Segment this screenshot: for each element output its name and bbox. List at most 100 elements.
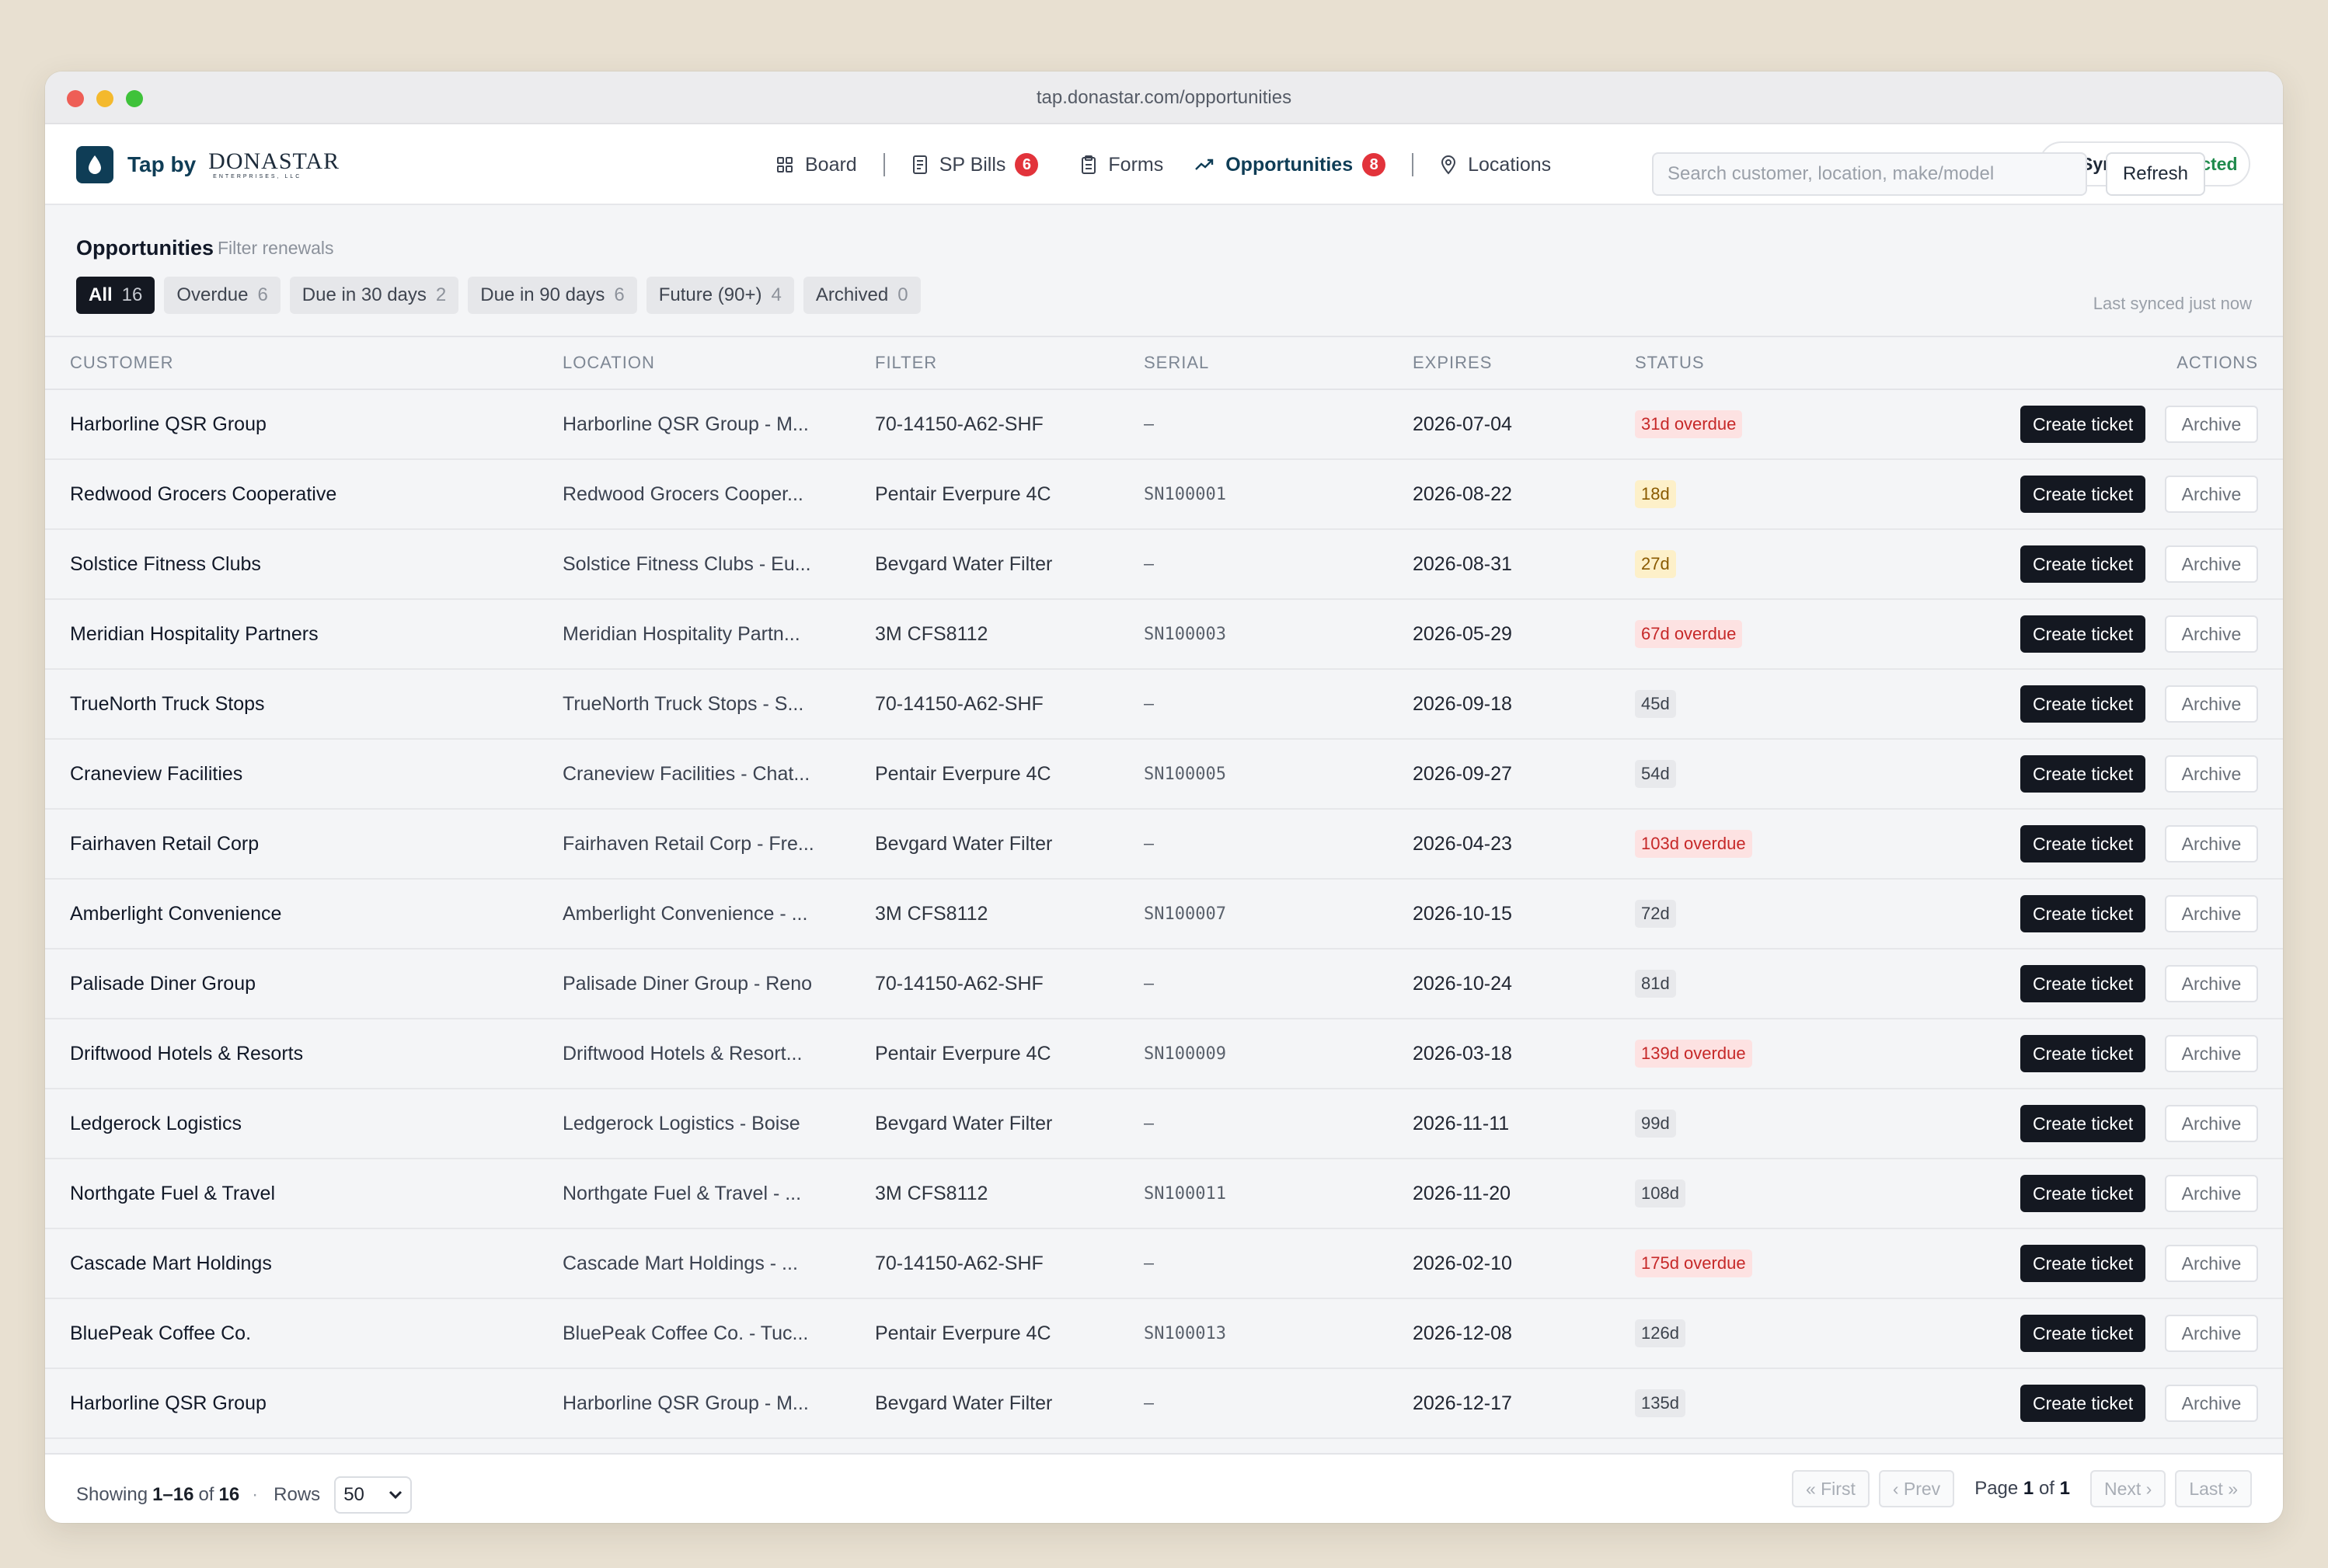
archive-button[interactable]: Archive xyxy=(2165,1245,2258,1282)
archive-button[interactable]: Archive xyxy=(2165,1175,2258,1212)
nav-sp-bills[interactable]: SP Bills 6 xyxy=(896,145,1054,185)
archive-button[interactable]: Archive xyxy=(2165,1385,2258,1422)
expires-cell: 2026-12-08 xyxy=(1413,1322,1512,1344)
nav-badge: 8 xyxy=(1362,153,1386,176)
archive-button[interactable]: Archive xyxy=(2165,825,2258,862)
tab-archived[interactable]: Archived 0 xyxy=(803,277,921,314)
address-bar[interactable]: tap.donastar.com/opportunities xyxy=(1036,87,1292,108)
table-row[interactable]: Driftwood Hotels & Resorts Driftwood Hote… xyxy=(45,1019,2283,1089)
create-ticket-button[interactable]: Create ticket xyxy=(2020,545,2146,583)
create-ticket-button[interactable]: Create ticket xyxy=(2020,895,2146,932)
archive-button[interactable]: Archive xyxy=(2165,1105,2258,1142)
create-ticket-button[interactable]: Create ticket xyxy=(2020,825,2146,862)
tab-due-in-30-days[interactable]: Due in 30 days 2 xyxy=(289,277,459,314)
create-ticket-button[interactable]: Create ticket xyxy=(2020,406,2146,443)
table-row[interactable]: Amberlight Convenience Amberlight Conveni… xyxy=(45,880,2283,950)
customer-cell: Harborline QSR Group xyxy=(70,413,267,435)
first-page-button[interactable]: « First xyxy=(1791,1470,1870,1507)
archive-button[interactable]: Archive xyxy=(2165,965,2258,1002)
filter-cell: Bevgard Water Filter xyxy=(875,552,1053,575)
serial-cell: SN100005 xyxy=(1144,764,1226,784)
nav-forms[interactable]: Forms xyxy=(1065,145,1179,185)
create-ticket-button[interactable]: Create ticket xyxy=(2020,755,2146,793)
create-ticket-button[interactable]: Create ticket xyxy=(2020,1175,2146,1212)
pin-icon xyxy=(1441,155,1456,175)
status-cell: 139d overdue xyxy=(1635,1019,1752,1088)
column-header-customer[interactable]: CUSTOMER xyxy=(70,353,174,372)
table-row[interactable]: BluePeak Coffee Co. BluePeak Coffee Co. -… xyxy=(45,1299,2283,1369)
tab-overdue[interactable]: Overdue 6 xyxy=(164,277,281,314)
grid-icon xyxy=(777,157,793,172)
expires-cell: 2026-02-10 xyxy=(1413,1252,1512,1274)
table-row[interactable]: Solstice Fitness Clubs Solstice Fitness C… xyxy=(45,530,2283,600)
column-header-filter[interactable]: FILTER xyxy=(875,353,938,372)
column-header-location[interactable]: LOCATION xyxy=(563,353,655,372)
archive-button[interactable]: Archive xyxy=(2165,476,2258,513)
table-row[interactable]: Harborline QSR Group Harborline QSR Group… xyxy=(45,1369,2283,1439)
table-row[interactable]: Harborline QSR Group Harborline QSR Group… xyxy=(45,390,2283,460)
nav-label: Opportunities xyxy=(1225,153,1354,176)
maximize-window-button[interactable] xyxy=(126,90,143,107)
archive-button[interactable]: Archive xyxy=(2165,755,2258,793)
rows-per-page-select[interactable]: 50 xyxy=(334,1476,413,1514)
filter-cell: Pentair Everpure 4C xyxy=(875,483,1051,505)
next-page-button[interactable]: Next › xyxy=(2090,1470,2166,1507)
table-row[interactable]: TrueNorth Truck Stops TrueNorth Truck Sto… xyxy=(45,670,2283,740)
create-ticket-button[interactable]: Create ticket xyxy=(2020,615,2146,653)
prev-page-button[interactable]: ‹ Prev xyxy=(1878,1470,1955,1507)
status-badge: 18d xyxy=(1635,480,1676,508)
create-ticket-button[interactable]: Create ticket xyxy=(2020,965,2146,1002)
refresh-button[interactable]: Refresh xyxy=(2106,152,2205,196)
customer-cell: Redwood Grocers Cooperative xyxy=(70,483,337,505)
archive-button[interactable]: Archive xyxy=(2165,1315,2258,1352)
table-row[interactable]: Palisade Diner Group Palisade Diner Group… xyxy=(45,950,2283,1019)
archive-button[interactable]: Archive xyxy=(2165,615,2258,653)
customer-cell: Cascade Mart Holdings xyxy=(70,1252,272,1274)
column-header-expires[interactable]: EXPIRES xyxy=(1413,353,1493,372)
tab-future-90[interactable]: Future (90+) 4 xyxy=(646,277,794,314)
create-ticket-button[interactable]: Create ticket xyxy=(2020,1315,2146,1352)
tab-due-in-90-days[interactable]: Due in 90 days 6 xyxy=(468,277,637,314)
expires-cell: 2026-08-22 xyxy=(1413,483,1512,505)
table-row[interactable]: Craneview Facilities Craneview Facilities… xyxy=(45,740,2283,810)
last-page-button[interactable]: Last » xyxy=(2175,1470,2252,1507)
nav-opportunities[interactable]: Opportunities 8 xyxy=(1179,145,1401,185)
search-input[interactable] xyxy=(1652,152,2087,196)
create-ticket-button[interactable]: Create ticket xyxy=(2020,685,2146,723)
table-row[interactable]: Redwood Grocers Cooperative Redwood Groce… xyxy=(45,460,2283,530)
create-ticket-button[interactable]: Create ticket xyxy=(2020,1035,2146,1072)
nav-board[interactable]: Board xyxy=(760,145,873,185)
column-header-status[interactable]: STATUS xyxy=(1635,353,1705,372)
archive-button[interactable]: Archive xyxy=(2165,685,2258,723)
close-window-button[interactable] xyxy=(67,90,84,107)
table-row[interactable]: Fairhaven Retail Corp Fairhaven Retail Co… xyxy=(45,810,2283,880)
tab-all[interactable]: All 16 xyxy=(76,277,155,314)
archive-button[interactable]: Archive xyxy=(2165,406,2258,443)
nav-label: Locations xyxy=(1468,153,1552,176)
tab-count: 2 xyxy=(435,284,447,305)
status-badge: 81d xyxy=(1635,970,1676,998)
table-row[interactable]: Cascade Mart Holdings Cascade Mart Holdin… xyxy=(45,1229,2283,1299)
table-row[interactable]: Northgate Fuel & Travel Northgate Fuel & … xyxy=(45,1159,2283,1229)
table-row[interactable]: Meridian Hospitality Partners Meridian Ho… xyxy=(45,600,2283,670)
archive-button[interactable]: Archive xyxy=(2165,545,2258,583)
customer-cell: Northgate Fuel & Travel xyxy=(70,1182,276,1204)
create-ticket-button[interactable]: Create ticket xyxy=(2020,476,2146,513)
create-ticket-button[interactable]: Create ticket xyxy=(2020,1105,2146,1142)
status-badge: 99d xyxy=(1635,1110,1676,1138)
create-ticket-button[interactable]: Create ticket xyxy=(2020,1385,2146,1422)
table-row[interactable]: Ledgerock Logistics Ledgerock Logistics -… xyxy=(45,1089,2283,1159)
brand[interactable]: Tap by DONASTAR ENTERPRISES, LLC xyxy=(76,145,340,185)
nav-locations[interactable]: Locations xyxy=(1424,145,1567,185)
nav-label: Board xyxy=(805,153,857,176)
showing-prefix: Showing xyxy=(76,1484,148,1505)
minimize-window-button[interactable] xyxy=(96,90,113,107)
tab-count: 16 xyxy=(121,284,143,305)
nav-label: SP Bills xyxy=(939,153,1006,176)
archive-button[interactable]: Archive xyxy=(2165,895,2258,932)
status-cell: 108d xyxy=(1635,1159,1685,1228)
archive-button[interactable]: Archive xyxy=(2165,1035,2258,1072)
location-cell: Ledgerock Logistics - Boise xyxy=(563,1112,800,1134)
create-ticket-button[interactable]: Create ticket xyxy=(2020,1245,2146,1282)
column-header-serial[interactable]: SERIAL xyxy=(1144,353,1210,372)
